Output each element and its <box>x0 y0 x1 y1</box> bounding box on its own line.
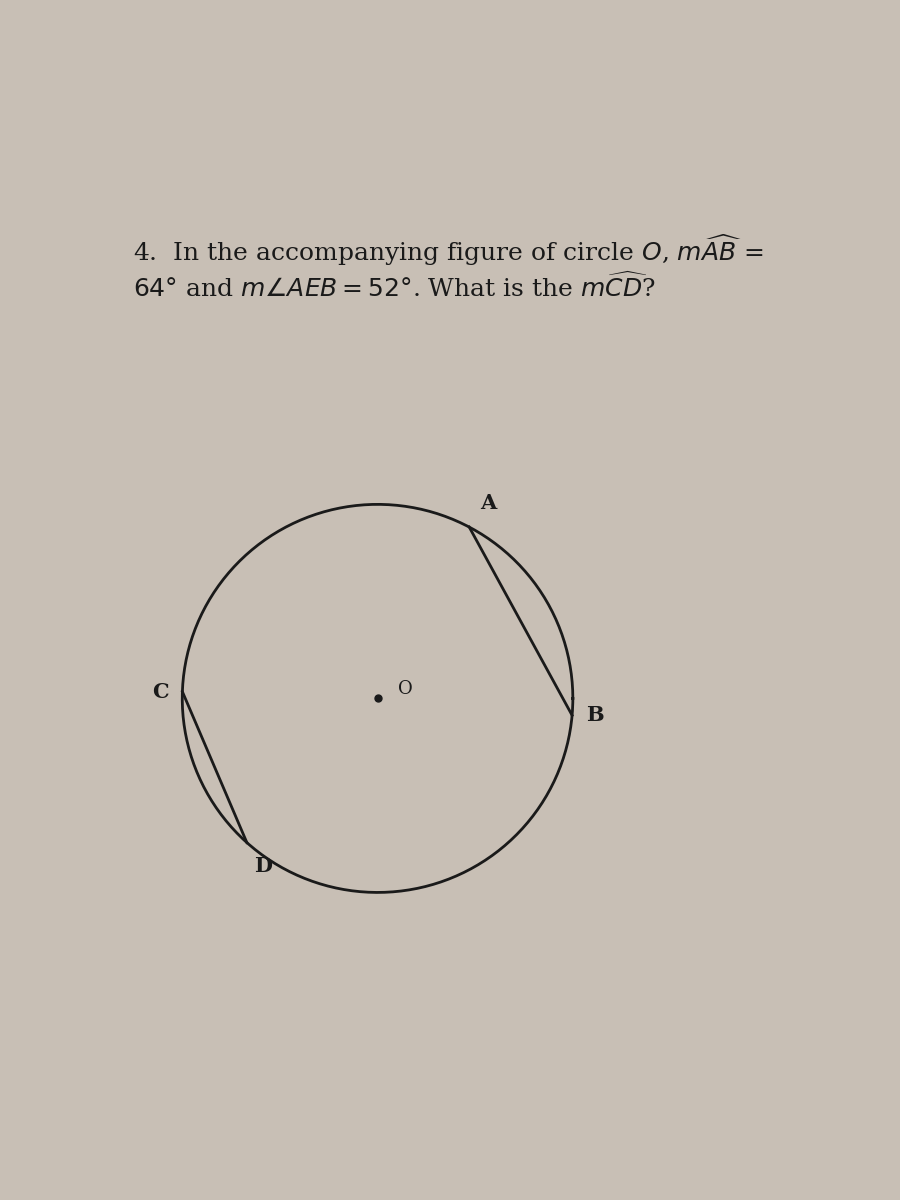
Text: C: C <box>152 682 168 702</box>
Text: A: A <box>480 493 496 514</box>
Text: D: D <box>254 857 272 876</box>
Text: O: O <box>399 680 413 698</box>
Text: B: B <box>586 706 604 725</box>
Text: $64°$ and $m\angle AEB = 52°$. What is the $m\widehat{CD}$?: $64°$ and $m\angle AEB = 52°$. What is t… <box>133 272 656 302</box>
Text: 4.  In the accompanying figure of circle $O$, $m\widehat{AB}$ =: 4. In the accompanying figure of circle … <box>133 233 764 268</box>
